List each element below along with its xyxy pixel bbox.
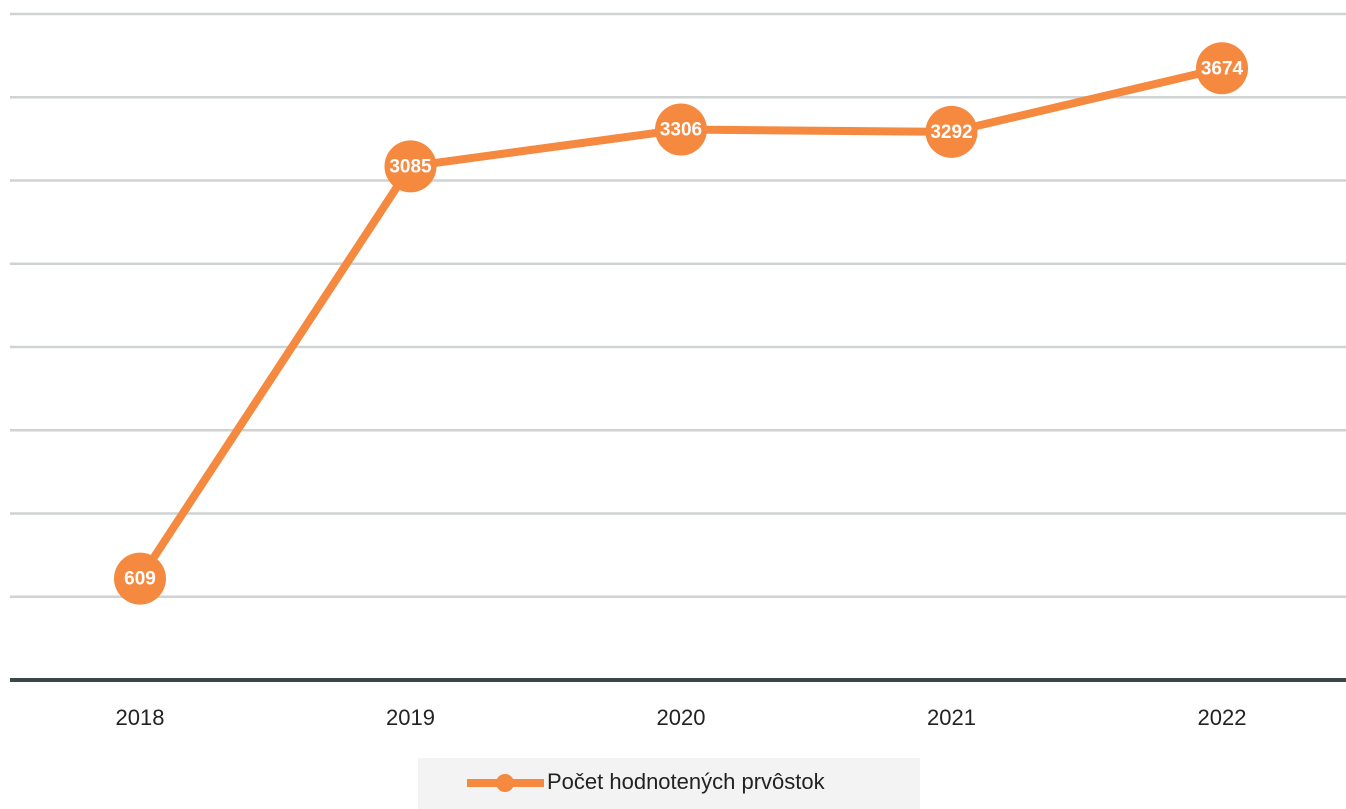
legend-label: Počet hodnotených prvôstok: [547, 769, 826, 794]
data-label: 3306: [660, 120, 702, 141]
x-tick-label: 2022: [1198, 705, 1247, 730]
x-tick-label: 2020: [657, 705, 706, 730]
point-marker: [925, 105, 978, 158]
point-marker: [114, 552, 166, 605]
x-tick-label: 2019: [386, 705, 435, 730]
point-marker: [655, 103, 707, 156]
data-label: 609: [124, 569, 156, 590]
x-tick-label: 2018: [116, 705, 165, 730]
x-tick-label: 2021: [927, 705, 976, 730]
data-label: 3292: [930, 122, 972, 143]
data-label: 3674: [1201, 58, 1244, 79]
data-label: 3085: [389, 156, 432, 177]
legend-marker: [496, 774, 514, 792]
point-marker: [1196, 42, 1248, 95]
point-marker: [384, 140, 437, 193]
